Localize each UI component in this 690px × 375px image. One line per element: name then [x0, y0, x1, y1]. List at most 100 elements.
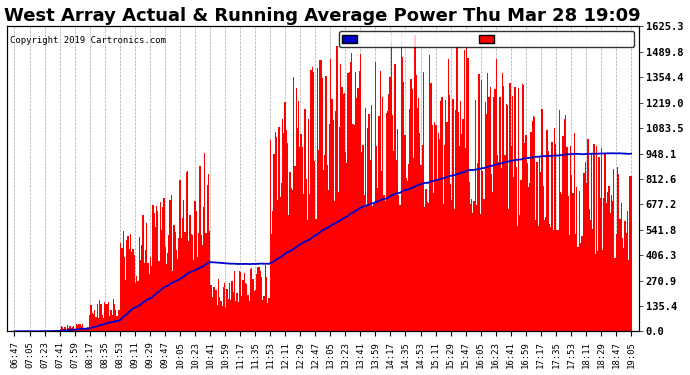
- Bar: [129, 249, 130, 332]
- Bar: [117, 316, 118, 332]
- Bar: [475, 100, 476, 332]
- Bar: [378, 116, 380, 332]
- Bar: [373, 204, 375, 332]
- Bar: [589, 209, 590, 332]
- Bar: [486, 114, 487, 332]
- Bar: [62, 327, 63, 332]
- Bar: [424, 207, 426, 332]
- Bar: [534, 117, 535, 332]
- Bar: [282, 119, 284, 332]
- Bar: [43, 331, 45, 332]
- Bar: [81, 326, 82, 332]
- Bar: [256, 274, 257, 332]
- Bar: [304, 109, 306, 332]
- Bar: [150, 257, 151, 332]
- Bar: [214, 287, 215, 332]
- Bar: [418, 98, 420, 332]
- Bar: [183, 200, 184, 332]
- Bar: [615, 234, 617, 332]
- Bar: [268, 298, 270, 332]
- Bar: [155, 226, 156, 332]
- Bar: [560, 192, 562, 332]
- Bar: [531, 121, 533, 332]
- Bar: [335, 111, 337, 332]
- Bar: [455, 110, 456, 332]
- Bar: [387, 111, 388, 332]
- Bar: [554, 128, 555, 332]
- Bar: [136, 276, 137, 332]
- Bar: [64, 327, 66, 332]
- Bar: [84, 328, 86, 332]
- Bar: [406, 181, 408, 332]
- Bar: [375, 62, 376, 332]
- Bar: [580, 243, 581, 332]
- Bar: [235, 301, 237, 332]
- Bar: [328, 190, 329, 332]
- Bar: [201, 245, 203, 332]
- Bar: [414, 35, 415, 332]
- Bar: [164, 247, 166, 332]
- Bar: [194, 201, 195, 332]
- Bar: [246, 284, 248, 332]
- Bar: [622, 238, 623, 332]
- Bar: [103, 318, 104, 332]
- Bar: [192, 236, 193, 332]
- Bar: [422, 145, 423, 332]
- Bar: [245, 284, 246, 332]
- Bar: [537, 162, 538, 332]
- Bar: [431, 124, 433, 332]
- Bar: [319, 60, 320, 332]
- Bar: [423, 72, 424, 332]
- Bar: [400, 205, 401, 332]
- Bar: [146, 223, 148, 332]
- Bar: [629, 176, 631, 332]
- Bar: [325, 76, 326, 332]
- Bar: [284, 102, 286, 332]
- Bar: [454, 209, 455, 332]
- Bar: [593, 144, 595, 332]
- Bar: [206, 185, 208, 332]
- Bar: [281, 183, 282, 332]
- Bar: [302, 147, 303, 332]
- Bar: [209, 231, 210, 332]
- Bar: [395, 64, 396, 332]
- Bar: [88, 327, 89, 332]
- Bar: [393, 151, 395, 332]
- Bar: [362, 145, 364, 332]
- Bar: [167, 254, 168, 332]
- Bar: [114, 304, 115, 332]
- Bar: [188, 241, 189, 332]
- Bar: [310, 70, 312, 332]
- Bar: [612, 201, 613, 332]
- Bar: [39, 331, 40, 332]
- Bar: [339, 127, 340, 332]
- Bar: [177, 258, 178, 332]
- Bar: [566, 147, 567, 332]
- Bar: [204, 153, 206, 332]
- Bar: [489, 87, 491, 332]
- Bar: [326, 165, 328, 332]
- Bar: [524, 143, 526, 332]
- Bar: [68, 328, 70, 332]
- Bar: [582, 236, 584, 332]
- Bar: [109, 316, 110, 332]
- Bar: [409, 109, 411, 332]
- Bar: [287, 143, 288, 332]
- Bar: [97, 304, 98, 332]
- Bar: [275, 132, 276, 332]
- Bar: [283, 133, 284, 332]
- Bar: [397, 129, 398, 332]
- Legend: Average  (DC Watts), West Array  (DC Watts): Average (DC Watts), West Array (DC Watts…: [339, 32, 633, 47]
- Bar: [627, 211, 628, 332]
- Bar: [266, 277, 267, 332]
- Bar: [99, 300, 101, 332]
- Bar: [606, 203, 607, 332]
- Bar: [87, 327, 88, 332]
- Bar: [333, 120, 334, 332]
- Bar: [446, 122, 448, 332]
- Bar: [607, 192, 609, 332]
- Bar: [45, 330, 46, 332]
- Bar: [73, 326, 75, 332]
- Bar: [48, 331, 50, 332]
- Bar: [42, 331, 43, 332]
